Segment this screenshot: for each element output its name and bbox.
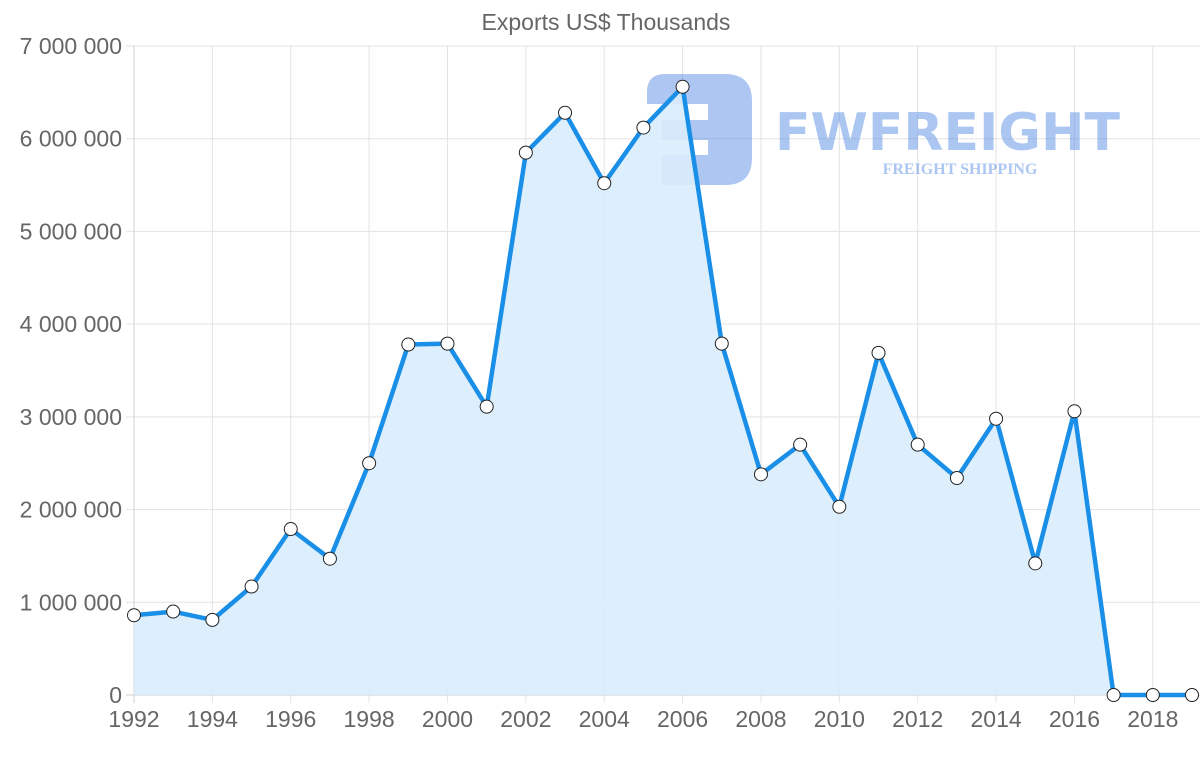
data-point-marker <box>597 176 612 191</box>
x-axis: 1992 1994 1996 1998 2000 2002 2004 2006 2008 2010… <box>108 706 1178 732</box>
y-tick-label: 1 000 000 <box>20 589 122 615</box>
data-point-marker <box>205 612 220 627</box>
watermark-brand: FWFREIGHT <box>775 103 1121 163</box>
data-point-marker <box>714 336 729 351</box>
x-tick-label: 2010 <box>814 706 865 732</box>
watermark-tagline: FREIGHT SHIPPING <box>883 161 1038 178</box>
data-point-marker <box>989 411 1004 426</box>
data-point-marker <box>949 471 964 486</box>
x-tick-label: 2006 <box>657 706 708 732</box>
data-point-marker <box>675 79 690 94</box>
data-point-marker <box>636 120 651 135</box>
series-line <box>133 84 1192 698</box>
data-point-marker <box>793 437 808 452</box>
x-tick-label: 1994 <box>187 706 238 732</box>
y-tick-label: 7 000 000 <box>20 33 122 59</box>
fwfreight-watermark: FWFREIGHT FREIGHT SHIPPING <box>647 74 1121 185</box>
x-tick-label: 1992 <box>108 706 159 732</box>
x-tick-label: 2004 <box>579 706 630 732</box>
data-point-marker <box>244 579 259 594</box>
data-point-marker <box>127 608 141 623</box>
y-tick-label: 6 000 000 <box>20 126 122 152</box>
data-point-marker <box>362 456 377 471</box>
x-tick-label: 2016 <box>1049 706 1100 732</box>
x-tick-label: 2002 <box>500 706 551 732</box>
x-tick-label: 1996 <box>265 706 316 732</box>
y-tick-label: 0 <box>109 682 122 708</box>
data-point-marker <box>1028 556 1043 571</box>
data-point-marker <box>166 604 181 619</box>
chart-title: Exports US$ Thousands <box>482 9 731 35</box>
data-point-marker <box>283 522 298 537</box>
data-point-marker <box>1067 404 1082 419</box>
data-point-marker <box>479 399 494 414</box>
x-tick-label: 2008 <box>735 706 786 732</box>
data-point-marker <box>518 145 533 160</box>
data-point-marker <box>1145 688 1160 702</box>
y-tick-label: 3 000 000 <box>20 404 122 430</box>
data-point-marker <box>1185 688 1199 702</box>
y-tick-label: 4 000 000 <box>20 311 122 337</box>
y-tick-label: 2 000 000 <box>20 497 122 523</box>
data-point-marker <box>440 336 455 351</box>
data-point-marker <box>558 105 573 120</box>
data-point-marker <box>322 551 337 566</box>
data-point-marker <box>832 499 847 514</box>
y-tick-label: 5 000 000 <box>20 218 122 244</box>
x-tick-label: 2000 <box>422 706 473 732</box>
x-tick-label: 2018 <box>1127 706 1178 732</box>
y-axis: 0 1 000 000 2 000 000 3 000 000 4 000 000 5 0… <box>20 33 122 708</box>
data-point-marker <box>753 467 768 482</box>
series-area-fill <box>134 86 1192 696</box>
x-tick-label: 2014 <box>970 706 1021 732</box>
data-point-marker <box>401 337 416 352</box>
data-point-markers <box>127 79 1199 702</box>
data-point-marker <box>871 345 886 360</box>
data-point-marker <box>910 437 925 452</box>
data-point-marker <box>1106 688 1121 702</box>
x-tick-label: 2012 <box>892 706 943 732</box>
x-tick-label: 1998 <box>344 706 395 732</box>
